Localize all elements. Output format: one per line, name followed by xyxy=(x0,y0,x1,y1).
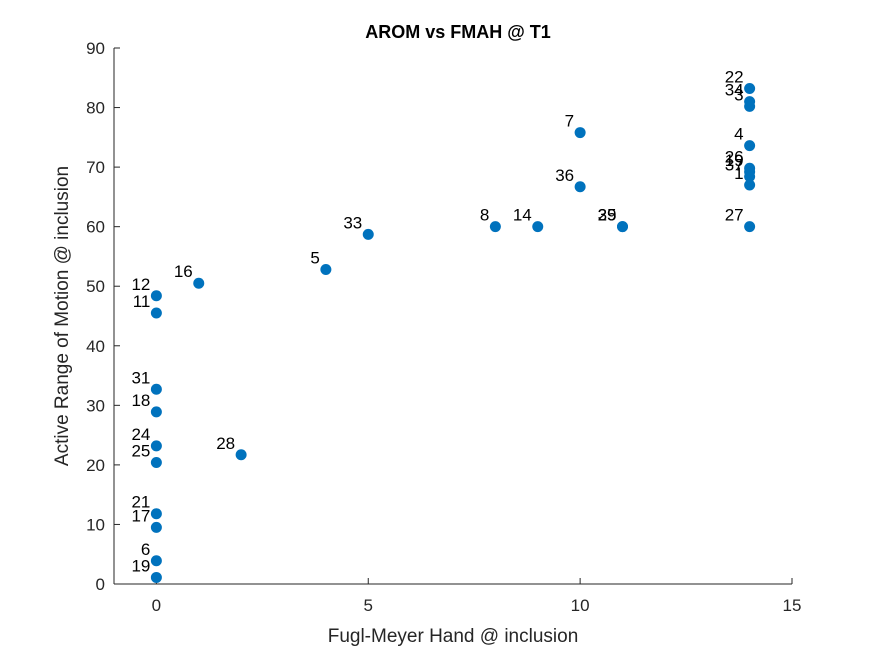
data-point-label: 37 xyxy=(725,156,744,175)
y-tick-label: 10 xyxy=(86,515,105,534)
data-point xyxy=(150,521,162,533)
data-point xyxy=(193,277,205,289)
data-point xyxy=(150,383,162,395)
data-point-label: 6 xyxy=(141,540,150,559)
data-point-label: 19 xyxy=(725,151,744,170)
data-point xyxy=(150,508,162,520)
data-point-label: 18 xyxy=(131,391,150,410)
data-point-label: 5 xyxy=(310,249,319,268)
data-point-label: 21 xyxy=(131,493,150,512)
data-point-label: 28 xyxy=(216,434,235,453)
y-tick-label: 50 xyxy=(86,277,105,296)
chart-title: AROM vs FMAH @ T1 xyxy=(365,22,551,42)
y-tick-label: 80 xyxy=(86,99,105,118)
y-tick-label: 60 xyxy=(86,218,105,237)
data-point xyxy=(532,221,544,233)
data-point xyxy=(744,82,756,94)
data-point-label: 17 xyxy=(131,506,150,525)
y-tick-label: 20 xyxy=(86,456,105,475)
data-point-label: 24 xyxy=(131,425,150,444)
data-point-label: 34 xyxy=(725,81,744,100)
y-tick-label: 0 xyxy=(96,575,105,594)
data-point xyxy=(150,571,162,583)
data-point-label: 19 xyxy=(131,556,150,575)
data-point-label: 25 xyxy=(131,442,150,461)
data-point-label: 3 xyxy=(734,85,743,104)
data-points xyxy=(150,82,756,583)
data-point-label: 35 xyxy=(598,206,617,225)
data-point xyxy=(150,555,162,567)
data-point-label: 8 xyxy=(480,206,489,225)
data-point-label: 29 xyxy=(598,206,617,225)
data-point xyxy=(744,140,756,152)
data-point xyxy=(744,100,756,112)
data-point xyxy=(617,221,628,233)
x-tick-label: 15 xyxy=(783,596,802,615)
data-point xyxy=(574,127,586,139)
x-tick-label: 10 xyxy=(571,596,590,615)
data-point xyxy=(150,290,162,302)
x-tick-label: 0 xyxy=(152,596,161,615)
data-point-label: 36 xyxy=(555,166,574,185)
data-point-label: 1 xyxy=(734,164,743,183)
data-point-label: 16 xyxy=(174,262,193,281)
data-point-label: 11 xyxy=(133,292,151,311)
data-point xyxy=(744,179,756,191)
data-point-label: 27 xyxy=(725,206,744,225)
x-axis-label: Fugl-Meyer Hand @ inclusion xyxy=(328,626,579,647)
data-point xyxy=(362,228,374,240)
data-point-label: 22 xyxy=(725,67,744,86)
data-point-label: 26 xyxy=(725,147,744,166)
y-tick-label: 70 xyxy=(86,158,105,177)
data-point xyxy=(320,264,332,276)
y-tick-label: 90 xyxy=(86,39,105,58)
data-point-label: 7 xyxy=(565,112,574,131)
data-point xyxy=(150,307,162,319)
y-tick-label: 40 xyxy=(86,337,105,356)
data-point xyxy=(150,440,162,452)
x-tick-label: 5 xyxy=(364,596,373,615)
data-point xyxy=(235,449,247,461)
data-point xyxy=(574,181,586,193)
data-point xyxy=(150,406,162,418)
data-point-label: 31 xyxy=(131,368,150,387)
data-point xyxy=(489,221,501,233)
data-point-label: 33 xyxy=(343,213,362,232)
data-point-label: 4 xyxy=(734,125,743,144)
data-point xyxy=(744,221,756,233)
data-point xyxy=(744,171,756,183)
data-point-label: 14 xyxy=(513,206,532,225)
data-point-label: 12 xyxy=(131,275,150,294)
data-point xyxy=(150,457,162,469)
y-tick-label: 30 xyxy=(86,396,105,415)
y-axis-label: Active Range of Motion @ inclusion xyxy=(52,166,73,466)
